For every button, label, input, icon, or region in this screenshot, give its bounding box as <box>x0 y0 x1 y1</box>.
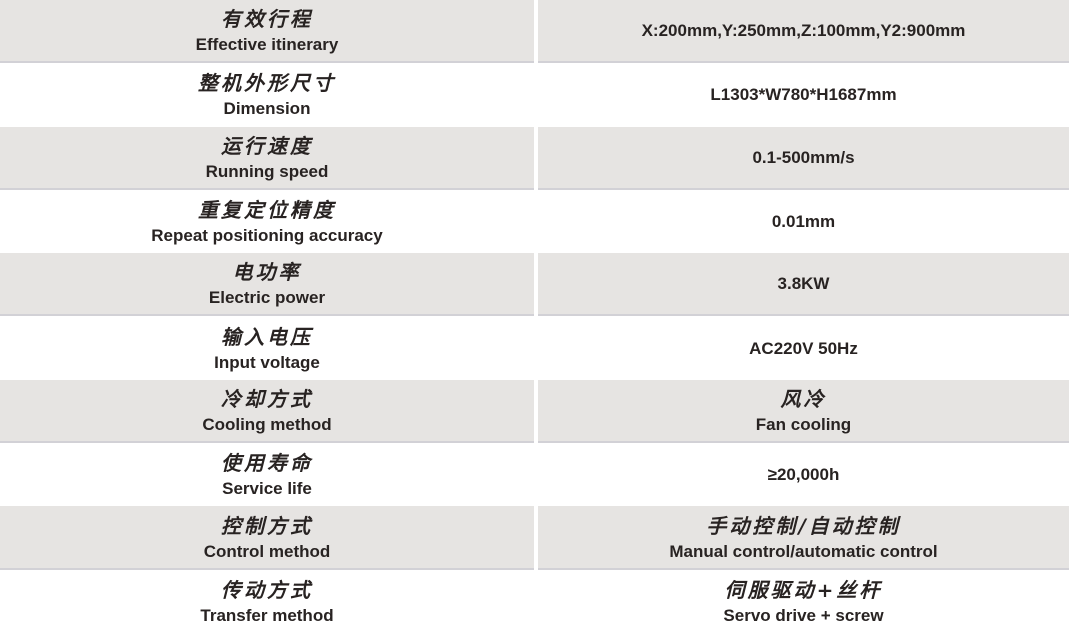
spec-value-en: 3.8KW <box>777 274 830 294</box>
spec-value-en: 0.01mm <box>771 212 836 232</box>
spec-row-effective-itinerary: 有效行程 Effective itinerary X:200mm,Y:250mm… <box>0 0 1069 64</box>
spec-label-en: Input voltage <box>214 352 320 372</box>
spec-value-cell: 手动控制/自动控制 Manual control/automatic contr… <box>538 506 1069 570</box>
spec-label-en: Cooling method <box>202 414 332 434</box>
spec-value-en: ≥20,000h <box>767 465 840 485</box>
spec-label-zh: 冷却方式 <box>221 386 313 411</box>
spec-label-en: Effective itinerary <box>195 35 339 55</box>
column-divider <box>534 253 538 317</box>
spec-value-zh: 伺服驱动+丝杆 <box>724 577 883 602</box>
spec-value-cell: L1303*W780*H1687mm <box>538 63 1069 127</box>
spec-label-cell: 运行速度 Running speed <box>0 126 534 190</box>
spec-label-en: Repeat positioning accuracy <box>151 226 383 246</box>
spec-label-zh: 运行速度 <box>221 133 313 158</box>
spec-row-repeat-positioning-accuracy: 重复定位精度 Repeat positioning accuracy 0.01m… <box>0 189 1069 254</box>
column-divider <box>534 189 538 254</box>
spec-value-en: L1303*W780*H1687mm <box>710 85 897 105</box>
spec-row-running-speed: 运行速度 Running speed 0.1-500mm/s <box>0 126 1069 190</box>
spec-label-en: Transfer method <box>200 605 334 625</box>
column-divider <box>534 126 538 190</box>
spec-value-cell: 3.8KW <box>538 253 1069 317</box>
spec-row-transfer-method: 传动方式 Transfer method 伺服驱动+丝杆 Servo drive… <box>0 569 1069 633</box>
spec-label-en: Dimension <box>223 99 311 119</box>
spec-value-en: AC220V 50Hz <box>749 338 858 358</box>
spec-label-zh: 使用寿命 <box>221 451 313 476</box>
column-divider <box>534 316 538 380</box>
spec-label-zh: 输入电压 <box>221 324 313 349</box>
spec-value-cell: 0.1-500mm/s <box>538 126 1069 190</box>
spec-label-cell: 控制方式 Control method <box>0 506 534 570</box>
spec-label-en: Electric power <box>208 288 326 308</box>
spec-value-en: 0.1-500mm/s <box>752 147 855 167</box>
spec-label-zh: 重复定位精度 <box>198 198 336 223</box>
column-divider <box>534 379 538 444</box>
spec-label-zh: 电功率 <box>232 260 302 285</box>
spec-value-en: X:200mm,Y:250mm,Z:100mm,Y2:900mm <box>641 21 966 41</box>
spec-value-en: Servo drive + screw <box>723 605 884 625</box>
spec-label-cell: 传动方式 Transfer method <box>0 569 534 633</box>
spec-label-zh: 传动方式 <box>221 577 313 602</box>
spec-value-cell: X:200mm,Y:250mm,Z:100mm,Y2:900mm <box>538 0 1069 64</box>
spec-row-input-voltage: 输入电压 Input voltage AC220V 50Hz <box>0 316 1069 380</box>
spec-label-cell: 整机外形尺寸 Dimension <box>0 63 534 127</box>
spec-label-cell: 有效行程 Effective itinerary <box>0 0 534 64</box>
spec-value-zh: 风冷 <box>780 386 827 411</box>
spec-label-en: Control method <box>203 541 331 561</box>
spec-label-zh: 整机外形尺寸 <box>198 71 336 96</box>
spec-label-cell: 冷却方式 Cooling method <box>0 379 534 444</box>
spec-label-cell: 电功率 Electric power <box>0 253 534 317</box>
spec-label-cell: 重复定位精度 Repeat positioning accuracy <box>0 189 534 254</box>
spec-row-electric-power: 电功率 Electric power 3.8KW <box>0 253 1069 317</box>
column-divider <box>534 0 538 64</box>
spec-value-cell: 伺服驱动+丝杆 Servo drive + screw <box>538 569 1069 633</box>
spec-label-cell: 输入电压 Input voltage <box>0 316 534 380</box>
spec-row-service-life: 使用寿命 Service life ≥20,000h <box>0 443 1069 507</box>
spec-value-en: Fan cooling <box>755 414 852 434</box>
spec-label-en: Running speed <box>205 161 329 181</box>
spec-value-zh: 手动控制/自动控制 <box>706 513 901 538</box>
spec-row-cooling-method: 冷却方式 Cooling method 风冷 Fan cooling <box>0 379 1069 444</box>
column-divider <box>534 443 538 507</box>
spec-row-control-method: 控制方式 Control method 手动控制/自动控制 Manual con… <box>0 506 1069 570</box>
spec-value-cell: 风冷 Fan cooling <box>538 379 1069 444</box>
spec-label-cell: 使用寿命 Service life <box>0 443 534 507</box>
spec-label-zh: 控制方式 <box>221 513 313 538</box>
spec-value-en: Manual control/automatic control <box>669 541 938 561</box>
spec-label-zh: 有效行程 <box>221 7 313 32</box>
spec-value-cell: 0.01mm <box>538 189 1069 254</box>
column-divider <box>534 506 538 570</box>
column-divider <box>534 569 538 633</box>
column-divider <box>534 63 538 127</box>
spec-row-dimension: 整机外形尺寸 Dimension L1303*W780*H1687mm <box>0 63 1069 127</box>
spec-label-en: Service life <box>222 479 312 499</box>
spec-value-cell: AC220V 50Hz <box>538 316 1069 380</box>
spec-value-cell: ≥20,000h <box>538 443 1069 507</box>
